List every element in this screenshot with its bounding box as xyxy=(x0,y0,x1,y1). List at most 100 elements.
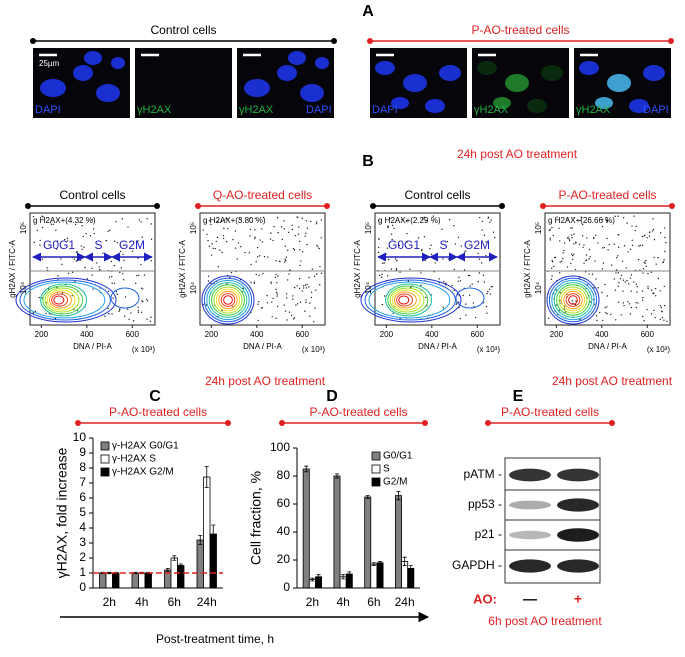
bracket-dot xyxy=(225,420,231,426)
event-dot xyxy=(145,298,148,301)
nucleus xyxy=(111,57,125,69)
event-dot xyxy=(647,272,649,275)
blot-band xyxy=(509,500,551,510)
event-dot xyxy=(299,264,301,267)
event-dot xyxy=(75,251,78,254)
event-dot xyxy=(253,281,256,283)
nucleus xyxy=(439,65,461,81)
gate-label: g H2AX+(2.29 %) xyxy=(378,216,441,225)
event-dot xyxy=(399,271,401,273)
event-dot xyxy=(453,268,456,271)
event-dot xyxy=(559,299,561,302)
event-dot xyxy=(622,217,625,219)
event-dot xyxy=(302,250,304,253)
error-bar xyxy=(396,491,401,501)
event-dot xyxy=(134,282,137,285)
event-dot xyxy=(61,263,63,266)
event-dot xyxy=(574,303,577,306)
event-dot xyxy=(443,280,445,283)
event-dot xyxy=(606,221,608,223)
y-tick-label: 10⁵ xyxy=(189,222,198,234)
event-dot xyxy=(96,262,98,264)
event-dot xyxy=(558,272,561,274)
event-dot xyxy=(150,260,152,262)
channel-label: γH2AX xyxy=(239,104,274,116)
contour xyxy=(396,293,414,307)
bracket-dot xyxy=(154,203,160,209)
event-dot xyxy=(236,258,238,260)
event-dot xyxy=(378,238,380,240)
event-dot xyxy=(301,290,304,292)
event-dot xyxy=(292,247,295,250)
event-dot xyxy=(398,244,401,247)
nucleus xyxy=(391,97,409,109)
event-dot xyxy=(458,301,460,303)
event-dot xyxy=(150,316,152,318)
event-dot xyxy=(319,284,321,286)
event-dot xyxy=(225,240,228,243)
event-dot xyxy=(580,216,582,218)
event-dot xyxy=(659,232,662,234)
event-dot xyxy=(107,230,109,232)
event-dot xyxy=(611,264,613,266)
event-dot xyxy=(207,280,210,282)
event-dot xyxy=(249,217,251,219)
caption: 6h post AO treatment xyxy=(488,614,602,628)
bar xyxy=(370,563,378,589)
event-dot xyxy=(661,316,664,319)
event-dot xyxy=(129,240,131,243)
event-dot xyxy=(631,225,633,227)
event-dot xyxy=(474,316,477,319)
event-dot xyxy=(586,237,588,239)
event-dot xyxy=(214,247,216,250)
channel-label: γH2AX xyxy=(576,104,611,116)
event-dot xyxy=(550,267,553,270)
event-dot xyxy=(589,256,591,258)
event-dot xyxy=(570,227,572,229)
event-dot xyxy=(284,261,286,263)
event-dot xyxy=(115,221,117,223)
event-dot xyxy=(653,309,655,312)
event-dot xyxy=(430,253,433,256)
channel-label: DAPI xyxy=(643,104,669,116)
event-dot xyxy=(593,287,595,289)
plot-title: Q-AO-treated cells xyxy=(213,188,312,202)
bar xyxy=(99,572,107,589)
condition-label: — xyxy=(523,591,537,607)
event-dot xyxy=(653,238,656,241)
event-dot xyxy=(74,223,77,226)
event-dot xyxy=(257,303,259,305)
blot-label: p21 - xyxy=(475,527,502,541)
event-dot xyxy=(630,290,632,292)
legend-label: γ-H2AX S xyxy=(112,454,156,465)
event-dot xyxy=(571,254,574,257)
event-dot xyxy=(305,232,307,234)
event-dot xyxy=(558,309,561,311)
event-dot xyxy=(294,234,297,237)
event-dot xyxy=(588,248,591,251)
legend-swatch xyxy=(100,441,110,451)
event-dot xyxy=(478,272,481,274)
contour xyxy=(368,281,451,319)
event-dot xyxy=(455,303,457,306)
event-dot xyxy=(641,290,644,292)
legend-label: G2/M xyxy=(383,477,407,488)
event-dot xyxy=(622,302,625,304)
event-dot xyxy=(591,273,594,275)
event-dot xyxy=(479,216,481,219)
event-dot xyxy=(79,259,81,261)
event-dot xyxy=(391,238,393,241)
event-dot xyxy=(630,306,633,309)
event-dot xyxy=(267,256,269,258)
event-dot xyxy=(594,303,596,305)
x-tick-label: 2h xyxy=(103,595,116,609)
event-dot xyxy=(211,254,213,256)
event-dot xyxy=(377,246,380,249)
event-dot xyxy=(291,228,294,231)
phase-label: G0G1 xyxy=(43,238,75,252)
condition-label: + xyxy=(574,591,582,607)
plot-frame xyxy=(544,212,671,326)
plot-frame xyxy=(199,212,326,326)
event-dot xyxy=(595,278,597,280)
event-dot xyxy=(113,282,116,285)
